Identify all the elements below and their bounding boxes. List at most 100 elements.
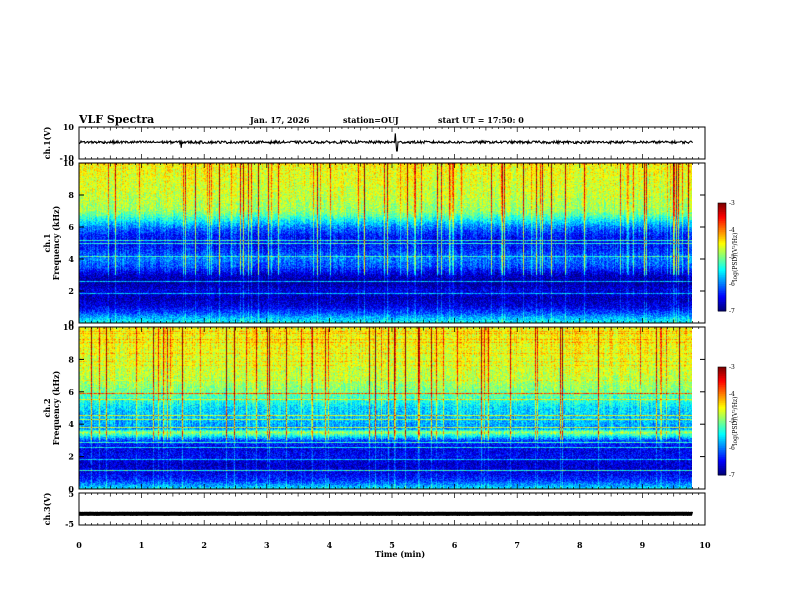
colorbar-swatch [718,383,726,386]
colorbar-swatch [718,406,726,409]
ch1-spectrogram-ytick: 10 [63,158,75,168]
colorbar-tick-label: -4 [729,391,735,398]
colorbar-swatch [718,455,726,458]
colorbar-swatch [718,410,726,413]
colorbar-swatch [718,390,726,393]
ch2-spectrogram-ytick: 8 [68,354,74,364]
colorbar-swatch [718,276,726,280]
colorbar-swatch [718,210,726,213]
colorbar-swatch [718,253,726,256]
colorbar-swatch [718,230,726,233]
colorbar-swatch [718,424,726,427]
colorbar-swatch [718,467,726,471]
time-tick-label: 2 [201,540,207,550]
colorbar-swatch [718,222,726,226]
colorbar-swatch [718,257,726,260]
colorbar-swatch [718,370,726,373]
colorbar-swatch [718,458,726,462]
colorbar-swatch [718,421,726,424]
time-tick-label: 8 [577,540,583,550]
ch1-spectrogram-ytick: 6 [68,222,74,232]
colorbar-swatch [718,244,726,247]
ch2-spectrogram-ytick: 4 [68,419,74,429]
colorbar-tick-label: -7 [729,472,735,479]
ch2-spectrogram-yticks: 0 2 4 6 8 10 [63,322,705,494]
ch2-spectrogram-ytick: 10 [63,322,75,332]
colorbar-swatch [718,291,726,294]
colorbar-swatch [718,428,726,431]
colorbar-swatch [718,422,726,426]
colorbar-swatch [718,417,726,420]
ch2-colorbar: -3 -4 -5 -6 -7 log(PSD)(V²/Hz) [717,364,739,479]
time-tick-label: 5 [389,540,395,550]
colorbar-swatch [718,451,726,454]
ch2-spectrogram-panel: ch.2 Frequency (kHz) 0 2 4 6 8 10 [42,322,706,494]
colorbar-swatch [718,392,726,395]
colorbar-swatch [718,204,726,208]
colorbar-frame [717,366,727,476]
colorbar-swatch [718,415,726,418]
station-label: station=OUJ [343,115,399,125]
colorbar-swatch [718,431,726,435]
colorbar-swatch [718,395,726,399]
colorbar-swatch [718,206,726,209]
colorbar-swatch [718,273,726,276]
colorbar-swatch [718,457,726,460]
ch1-waveform-trace [78,133,693,152]
ch3-waveform-ylabel: ch.3(V) [42,492,52,525]
ch2-colorbar-gradient [717,366,727,476]
time-tick-label: 1 [139,540,145,550]
colorbar-swatch [718,464,726,467]
colorbar-swatch [718,426,726,429]
colorbar-swatch [718,258,726,262]
colorbar-swatch [718,287,726,290]
colorbar-tick-label: -5 [729,418,735,425]
ch1-spectrogram-ytick: 8 [68,190,74,200]
colorbar-swatch [718,293,726,296]
colorbar-swatch [718,262,726,265]
colorbar-swatch [718,449,726,453]
colorbar-tick-label: -4 [729,227,735,234]
ch1-spectrogram-pixels [79,163,692,323]
colorbar-tick-label: -7 [729,308,735,315]
colorbar-swatch [718,231,726,235]
colorbar-swatch [718,282,726,285]
colorbar-swatch [718,433,726,436]
ch1-spectrogram-panel: ch.1 Frequency (kHz) 0 2 4 6 8 10 [42,158,706,328]
colorbar-swatch [718,367,726,370]
colorbar-swatch [718,226,726,229]
colorbar-swatch [718,303,726,307]
colorbar-swatch [718,376,726,379]
ch1-spectrogram-ytick: 2 [68,286,74,296]
colorbar-swatch [718,228,726,231]
colorbar-swatch [718,296,726,299]
colorbar-swatch [718,404,726,408]
colorbar-swatch [718,217,726,220]
colorbar-swatch [718,264,726,267]
time-tick-label: 9 [640,540,646,550]
colorbar-swatch [718,267,726,271]
colorbar-swatch [718,440,726,444]
colorbar-frame [717,202,727,312]
colorbar-swatch [718,298,726,301]
time-tick-label: 0 [76,540,82,550]
colorbar-swatch [718,453,726,456]
colorbar-swatch [718,300,726,303]
colorbar-swatch [718,401,726,404]
colorbar-swatch [718,266,726,269]
ch1-ytick-bottom: -10 [60,153,75,163]
ch1-spectrogram-ytick: 4 [68,254,74,264]
colorbar-swatch [718,284,726,287]
figure-title: VLF Spectra [78,113,154,126]
ch3-ytick-top: 5 [68,489,74,499]
colorbar-swatch [718,439,726,442]
colorbar-swatch [718,249,726,253]
colorbar-swatch [718,471,726,474]
colorbar-swatch [718,280,726,283]
colorbar-tick-label: -5 [729,254,735,261]
ch1-ytick-top: 10 [63,122,75,132]
colorbar-swatch [718,442,726,445]
ch2-spectrogram-image [79,327,692,489]
ch2-spectrogram-ylabel: Frequency (kHz) [51,370,61,445]
